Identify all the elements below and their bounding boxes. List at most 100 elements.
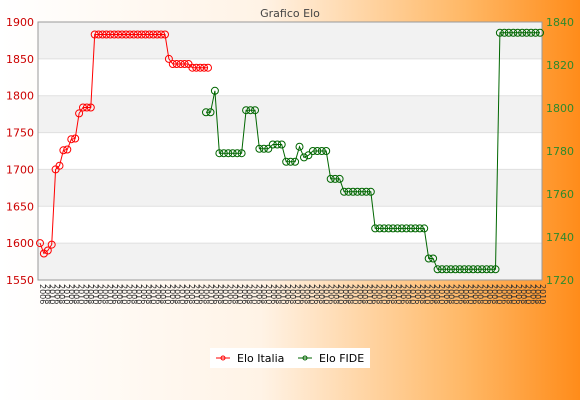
x-tick-label: 2010 [322, 284, 331, 304]
data-point-elo-fide [308, 147, 317, 155]
x-tick-label: 2008 [144, 284, 153, 304]
data-point-elo-fide [233, 149, 242, 158]
data-point-elo-fide [536, 28, 544, 37]
x-tick-label: 2006 [341, 284, 350, 304]
x-tick-label: 2006 [528, 284, 537, 304]
left-y-tick-label: 1600 [6, 237, 34, 250]
chart-title: Grafico Elo [260, 7, 320, 20]
left-y-tick-label: 1750 [6, 127, 34, 140]
data-point-elo-fide [397, 224, 406, 233]
x-tick-label: 2008 [432, 284, 441, 304]
x-tick-label: 2008 [461, 284, 470, 304]
data-point-elo-italia [192, 63, 201, 72]
data-point-elo-italia [79, 103, 87, 112]
data-point-elo-fide [500, 28, 509, 37]
x-tick-label: 2008 [302, 284, 311, 304]
x-tick-label: 2010 [105, 284, 114, 304]
x-tick-label: 2008 [360, 284, 369, 304]
data-point-elo-fide [522, 28, 531, 37]
left-y-tick-label: 1800 [6, 90, 34, 103]
x-tick-label: 2010 [408, 284, 417, 304]
data-point-elo-fide [357, 187, 366, 196]
data-point-elo-fide [482, 265, 491, 274]
grid-band [38, 22, 542, 59]
data-point-elo-fide [362, 187, 371, 196]
data-point-elo-fide [495, 28, 504, 37]
x-tick-label: 2008 [173, 284, 182, 304]
x-tick-label: 2006 [52, 284, 61, 304]
data-point-elo-fide [286, 157, 295, 166]
x-tick-label: 2006 [197, 284, 206, 304]
data-point-elo-fide [411, 224, 420, 233]
data-point-elo-italia [110, 30, 119, 39]
data-point-elo-italia [149, 30, 158, 39]
data-point-elo-fide [469, 265, 478, 274]
x-tick-label: 2008 [317, 284, 326, 304]
x-tick-label: 2008 [504, 284, 513, 304]
x-tick-label: 2006 [312, 284, 321, 304]
data-point-elo-italia [125, 30, 134, 39]
data-point-elo-fide [349, 187, 357, 196]
x-tick-label: 2006 [182, 284, 191, 304]
right-y-tick-label: 1820 [546, 59, 574, 72]
x-tick-label: 2010 [235, 284, 244, 304]
data-point-elo-fide [224, 149, 233, 158]
x-tick-label: 2006 [442, 284, 451, 304]
data-point-elo-fide [455, 265, 464, 274]
x-tick-label: 2010 [524, 284, 533, 304]
x-tick-label: 2006 [153, 284, 162, 304]
x-tick-label: 2008 [447, 284, 456, 304]
data-point-elo-italia [145, 30, 154, 39]
data-point-elo-fide [446, 265, 455, 274]
data-point-elo-fide [344, 187, 353, 196]
x-tick-label: 2006 [399, 284, 408, 304]
x-tick-label: 2006 [139, 284, 148, 304]
x-tick-label: 2008 [259, 284, 268, 304]
data-point-elo-fide [273, 140, 282, 149]
x-tick-label: 2008 [72, 284, 81, 304]
x-tick-label: 2010 [134, 284, 143, 304]
x-tick-label: 2010 [452, 284, 461, 304]
data-point-elo-fide [504, 28, 513, 37]
data-point-elo-fide [424, 254, 433, 263]
data-point-elo-fide [518, 28, 527, 37]
data-point-elo-fide [433, 265, 442, 274]
data-point-elo-italia [90, 30, 99, 39]
data-point-elo-fide [251, 106, 259, 115]
data-point-elo-fide [264, 144, 273, 153]
x-tick-label: 2010 [495, 284, 504, 304]
data-point-elo-italia [98, 30, 107, 39]
x-tick-label: 2008 [533, 284, 542, 304]
data-point-elo-italia [67, 135, 76, 144]
data-point-elo-fide [331, 174, 340, 183]
x-tick-label: 2008 [245, 284, 254, 304]
right-y-tick-label: 1800 [546, 102, 574, 115]
x-tick-label: 2006 [384, 284, 393, 304]
data-point-elo-fide [384, 224, 393, 233]
right-y-tick-label: 1840 [546, 16, 574, 29]
x-tick-label: 2010 [149, 284, 158, 304]
x-tick-label: 2006 [67, 284, 76, 304]
x-tick-label: 2010 [351, 284, 360, 304]
x-tick-label: 2010 [538, 284, 547, 304]
x-tick-label: 2006 [355, 284, 364, 304]
data-point-elo-fide [393, 224, 402, 233]
data-point-elo-fide [246, 106, 255, 115]
x-tick-label: 2008 [115, 284, 124, 304]
data-point-elo-fide [389, 224, 397, 233]
data-point-elo-italia [157, 30, 166, 39]
x-tick-label: 2006 [456, 284, 465, 304]
x-tick-label: 2010 [177, 284, 186, 304]
data-point-elo-italia [176, 60, 185, 68]
x-tick-label: 2008 [202, 284, 211, 304]
grid-band [38, 169, 542, 207]
data-point-elo-italia [118, 30, 126, 39]
data-point-elo-fide [429, 254, 438, 263]
x-tick-label: 2010 [307, 284, 316, 304]
data-point-elo-fide [509, 28, 518, 37]
legend-marker-elo-fide [302, 355, 308, 361]
x-tick-label: 2010 [466, 284, 475, 304]
right-y-tick-label: 1780 [546, 145, 574, 158]
series-layer [36, 28, 544, 274]
data-point-elo-fide [242, 106, 251, 115]
